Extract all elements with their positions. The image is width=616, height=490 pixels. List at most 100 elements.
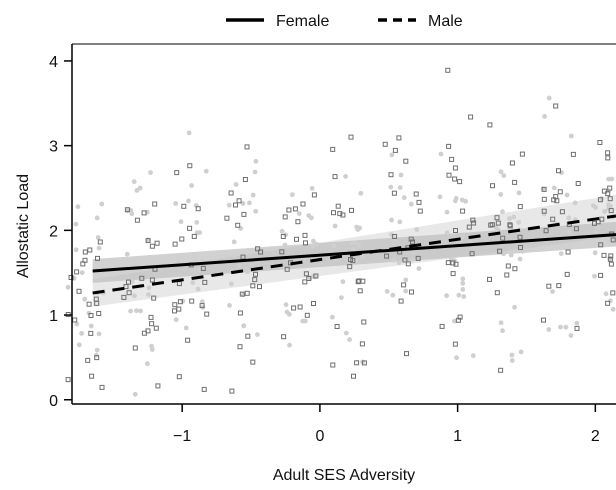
data-point-male [202,279,208,285]
data-point-female [610,306,616,312]
data-point-male [121,294,127,300]
data-point-female [416,266,422,271]
x-tick-label: 2 [591,428,600,445]
data-point-male [126,279,131,285]
data-point-male [597,197,603,203]
data-point-male [155,383,161,389]
data-point-male [402,257,408,263]
data-point-female [247,200,252,206]
data-point-male [177,299,183,305]
data-point-male [607,256,613,262]
data-point-male [500,235,506,241]
x-tick-label: −1 [173,428,191,445]
data-point-female [606,176,611,182]
data-point-male [255,246,261,252]
data-point-male [149,277,155,283]
data-point-male [466,224,472,230]
data-point-female [132,293,137,299]
data-point-male [494,290,500,296]
data-point-female [227,303,232,308]
data-point-male [348,134,354,140]
data-point-male [455,317,461,323]
data-point-female [190,280,196,285]
data-point-female [500,209,505,215]
data-point-male [439,323,445,329]
data-point-male [294,236,299,242]
data-point-female [94,215,100,221]
data-point-female [516,219,521,225]
data-point-male [99,384,105,390]
data-point-male [286,207,292,213]
data-point-male [519,151,525,157]
data-point-male [450,271,456,277]
data-point-female [194,220,200,225]
data-point-male [382,141,388,147]
data-point-male [153,325,159,331]
data-point-male [598,272,604,278]
data-point-male [82,257,88,263]
data-point-male [191,233,197,239]
data-point-female [384,289,390,294]
data-point-male [350,258,356,264]
data-point-female [444,293,449,299]
data-point-male [608,261,614,267]
data-point-male [233,202,238,208]
data-point-male [470,217,476,223]
data-point-male [85,357,91,363]
data-point-male [504,272,510,278]
data-point-female [311,238,316,244]
data-point-female [444,230,450,236]
data-point-female [603,291,609,297]
data-point-male [241,211,247,217]
data-point-male [392,234,398,239]
data-point-female [518,349,524,355]
data-point-male [446,172,452,178]
data-point-male [445,260,451,266]
data-point-male [302,232,308,238]
data-point-female [501,251,506,257]
data-point-male [172,241,178,247]
data-point-female [414,227,420,233]
data-point-male [460,208,466,214]
data-point-male [605,300,611,306]
data-point-female [128,308,134,314]
data-point-female [195,286,201,292]
data-point-male [487,122,493,128]
y-tick-label: 1 [49,308,58,325]
data-point-male [541,196,547,202]
data-point-female [175,258,181,264]
data-point-male [242,177,248,182]
data-point-male [204,311,210,317]
data-point-male [228,190,234,196]
data-point-male [181,203,187,209]
data-point-female [558,251,564,256]
data-point-male [313,273,319,279]
data-point-male [487,276,492,282]
data-point-male [229,388,235,394]
data-point-female [314,241,320,247]
data-point-female [467,239,473,244]
data-point-male [68,275,74,280]
data-point-female [134,188,140,193]
data-point-male [244,144,250,150]
data-point-female [509,352,515,358]
data-point-male [311,192,317,198]
data-point-male [453,261,459,267]
data-point-female [340,279,346,285]
data-point-male [250,283,256,289]
legend-label-female: Female [276,13,329,30]
data-point-female [356,242,362,248]
data-point-male [417,208,423,214]
data-point-male [551,197,557,203]
data-point-female [290,192,295,198]
data-point-female [279,228,285,234]
data-point-male [349,207,354,213]
data-point-female [401,195,407,201]
data-point-female [546,327,552,332]
data-point-male [244,290,250,296]
data-point-male [401,282,407,288]
data-point-female [203,168,209,174]
data-point-male [335,203,341,209]
data-point-male [200,265,206,271]
data-point-female [343,330,349,336]
